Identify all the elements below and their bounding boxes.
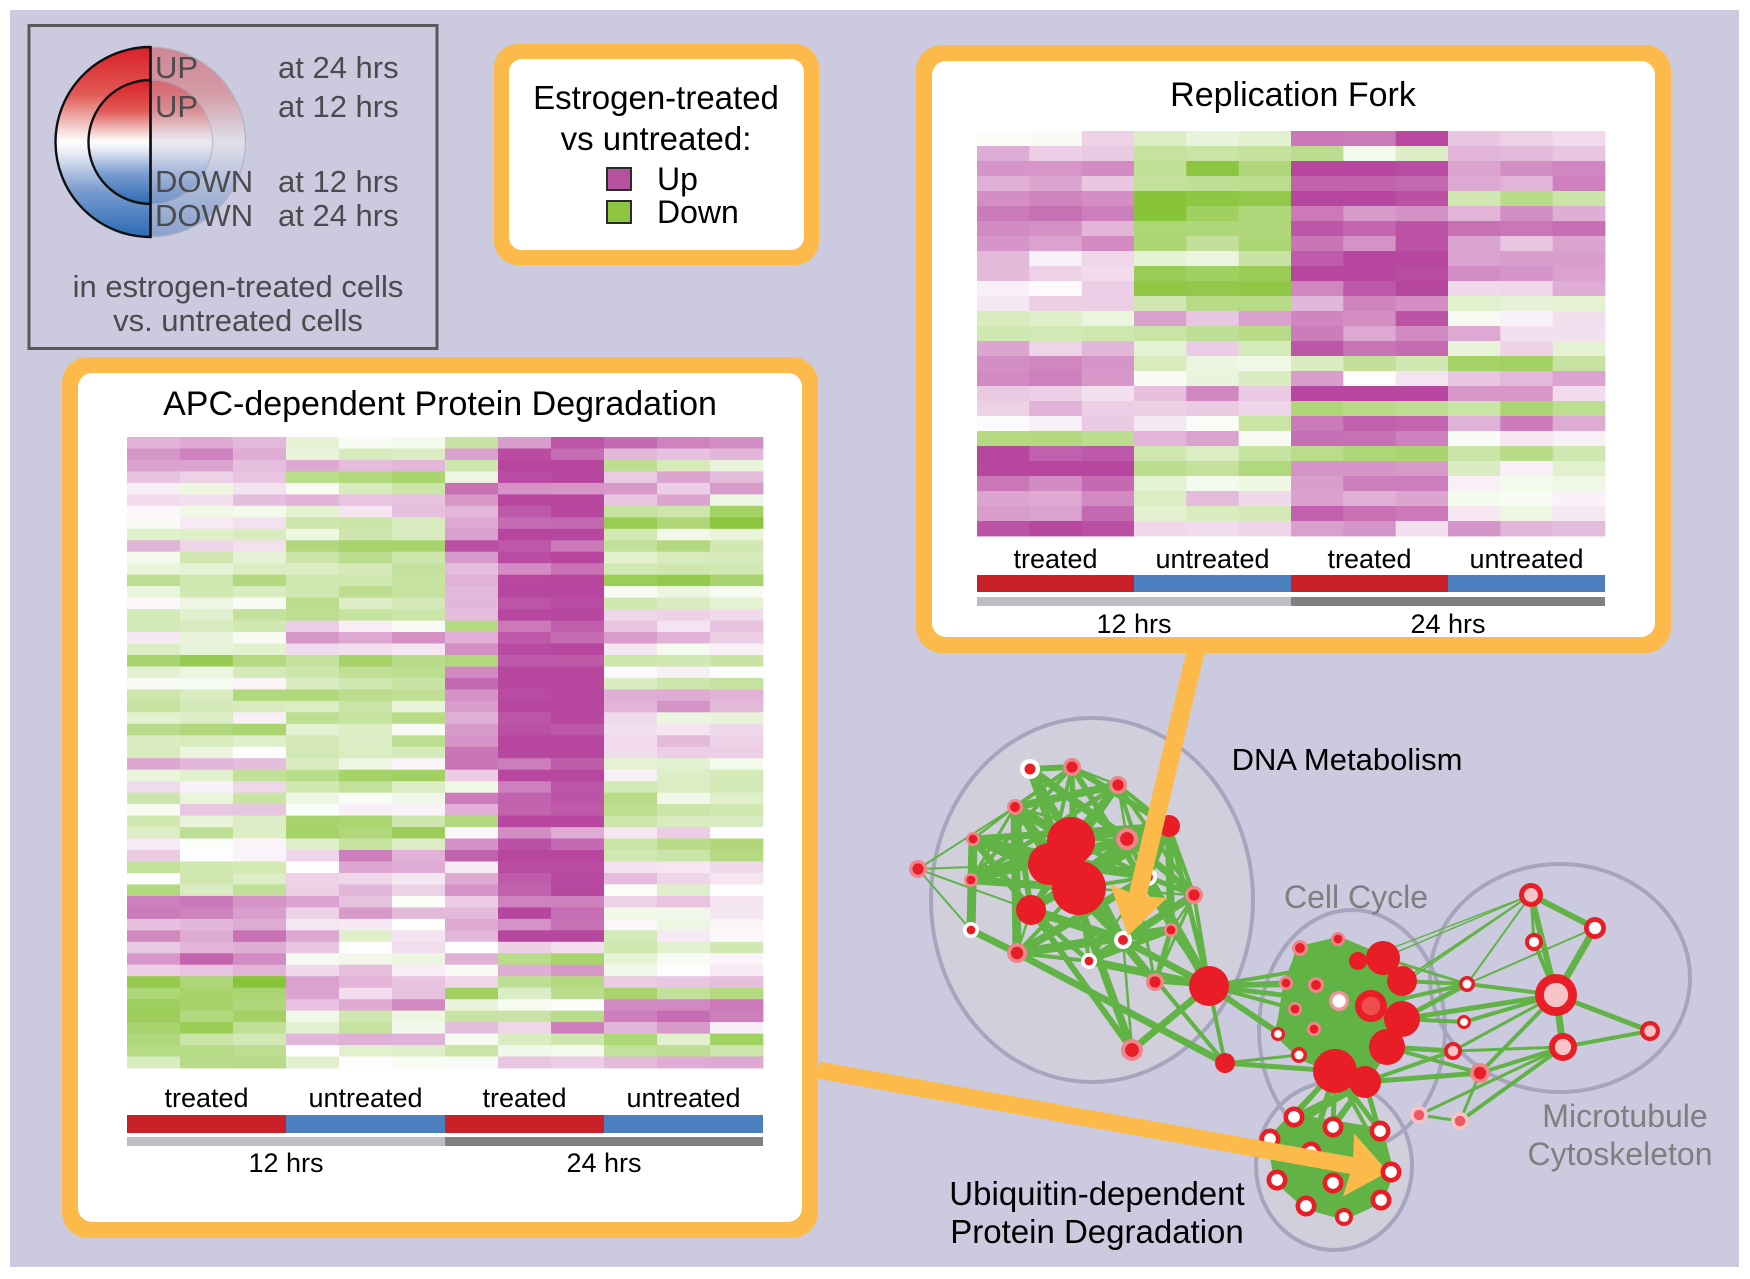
svg-text:Protein Degradation: Protein Degradation (950, 1213, 1244, 1250)
svg-text:untreated: untreated (308, 1083, 422, 1113)
svg-text:12 hrs: 12 hrs (248, 1148, 323, 1178)
svg-text:treated: treated (482, 1083, 566, 1113)
svg-text:24 hrs: 24 hrs (566, 1148, 641, 1178)
svg-text:Estrogen-treated: Estrogen-treated (533, 79, 779, 116)
svg-text:12 hrs: 12 hrs (1096, 609, 1171, 639)
svg-text:at 12 hrs: at 12 hrs (278, 89, 399, 124)
svg-text:vs. untreated cells: vs. untreated cells (113, 303, 363, 338)
svg-text:untreated: untreated (1155, 544, 1269, 574)
svg-text:24 hrs: 24 hrs (1410, 609, 1485, 639)
svg-text:treated: treated (1327, 544, 1411, 574)
svg-text:UP: UP (155, 89, 198, 124)
svg-text:untreated: untreated (1469, 544, 1583, 574)
svg-text:Down: Down (657, 194, 739, 230)
svg-text:at 24 hrs: at 24 hrs (278, 50, 399, 85)
svg-text:at 12 hrs: at 12 hrs (278, 164, 399, 199)
svg-text:Up: Up (657, 161, 698, 197)
svg-text:at 24 hrs: at 24 hrs (278, 198, 399, 233)
svg-text:DOWN: DOWN (155, 198, 253, 233)
svg-text:treated: treated (164, 1083, 248, 1113)
svg-text:Microtubule: Microtubule (1542, 1098, 1707, 1134)
svg-text:DOWN: DOWN (155, 164, 253, 199)
svg-text:in estrogen-treated cells: in estrogen-treated cells (73, 269, 404, 304)
svg-text:Replication Fork: Replication Fork (1170, 76, 1417, 114)
svg-text:treated: treated (1013, 544, 1097, 574)
svg-text:Cytoskeleton: Cytoskeleton (1528, 1136, 1713, 1172)
svg-text:Ubiquitin-dependent: Ubiquitin-dependent (949, 1175, 1244, 1212)
svg-text:untreated: untreated (626, 1083, 740, 1113)
svg-text:UP: UP (155, 50, 198, 85)
svg-text:Cell Cycle: Cell Cycle (1284, 879, 1428, 915)
svg-text:DNA Metabolism: DNA Metabolism (1232, 742, 1463, 777)
svg-text:APC-dependent Protein Degradat: APC-dependent Protein Degradation (163, 385, 717, 423)
svg-text:vs untreated:: vs untreated: (561, 120, 752, 157)
